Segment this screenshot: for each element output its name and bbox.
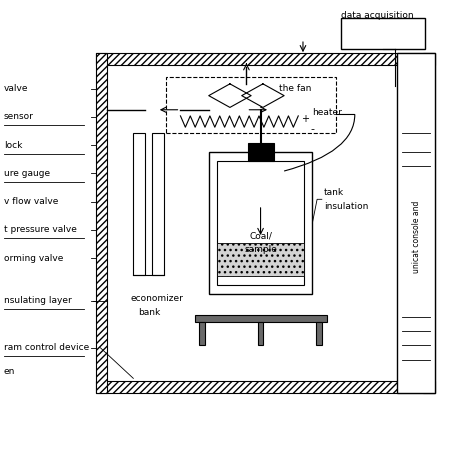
Text: nsulating layer: nsulating layer <box>4 296 72 305</box>
Bar <box>133 133 145 275</box>
Text: sample: sample <box>244 245 277 254</box>
Text: economizer: economizer <box>131 294 184 303</box>
Bar <box>423 53 435 392</box>
Text: t pressure valve: t pressure valve <box>4 226 77 235</box>
Bar <box>195 315 327 322</box>
Text: heater: heater <box>312 108 342 117</box>
Bar <box>217 243 304 276</box>
Bar <box>152 133 164 275</box>
Bar <box>96 53 435 65</box>
Text: tank: tank <box>324 188 344 197</box>
Bar <box>397 53 435 392</box>
Text: ure gauge: ure gauge <box>4 169 50 178</box>
Bar <box>96 53 108 392</box>
Text: valve: valve <box>4 84 28 93</box>
Text: sensor: sensor <box>4 112 34 121</box>
Text: insulation: insulation <box>324 202 369 211</box>
Text: lock: lock <box>4 141 22 150</box>
Text: orming valve: orming valve <box>4 254 63 263</box>
Bar <box>96 381 435 392</box>
Bar <box>258 322 264 346</box>
Text: v flow valve: v flow valve <box>4 197 58 206</box>
Text: en: en <box>4 367 15 376</box>
Bar <box>316 322 322 346</box>
Bar <box>341 18 426 48</box>
Bar <box>166 77 336 133</box>
Text: Coal/: Coal/ <box>249 231 272 240</box>
Text: bank: bank <box>138 308 160 317</box>
Bar <box>199 322 205 346</box>
Text: +: + <box>301 114 309 124</box>
Text: the fan: the fan <box>279 84 312 93</box>
Bar <box>217 161 304 285</box>
Text: data acquisition: data acquisition <box>341 11 413 20</box>
Text: unicat console and: unicat console and <box>411 201 420 273</box>
Text: -: - <box>310 124 314 134</box>
Text: ram control device: ram control device <box>4 343 89 352</box>
Bar <box>247 143 273 161</box>
Bar <box>209 152 312 293</box>
